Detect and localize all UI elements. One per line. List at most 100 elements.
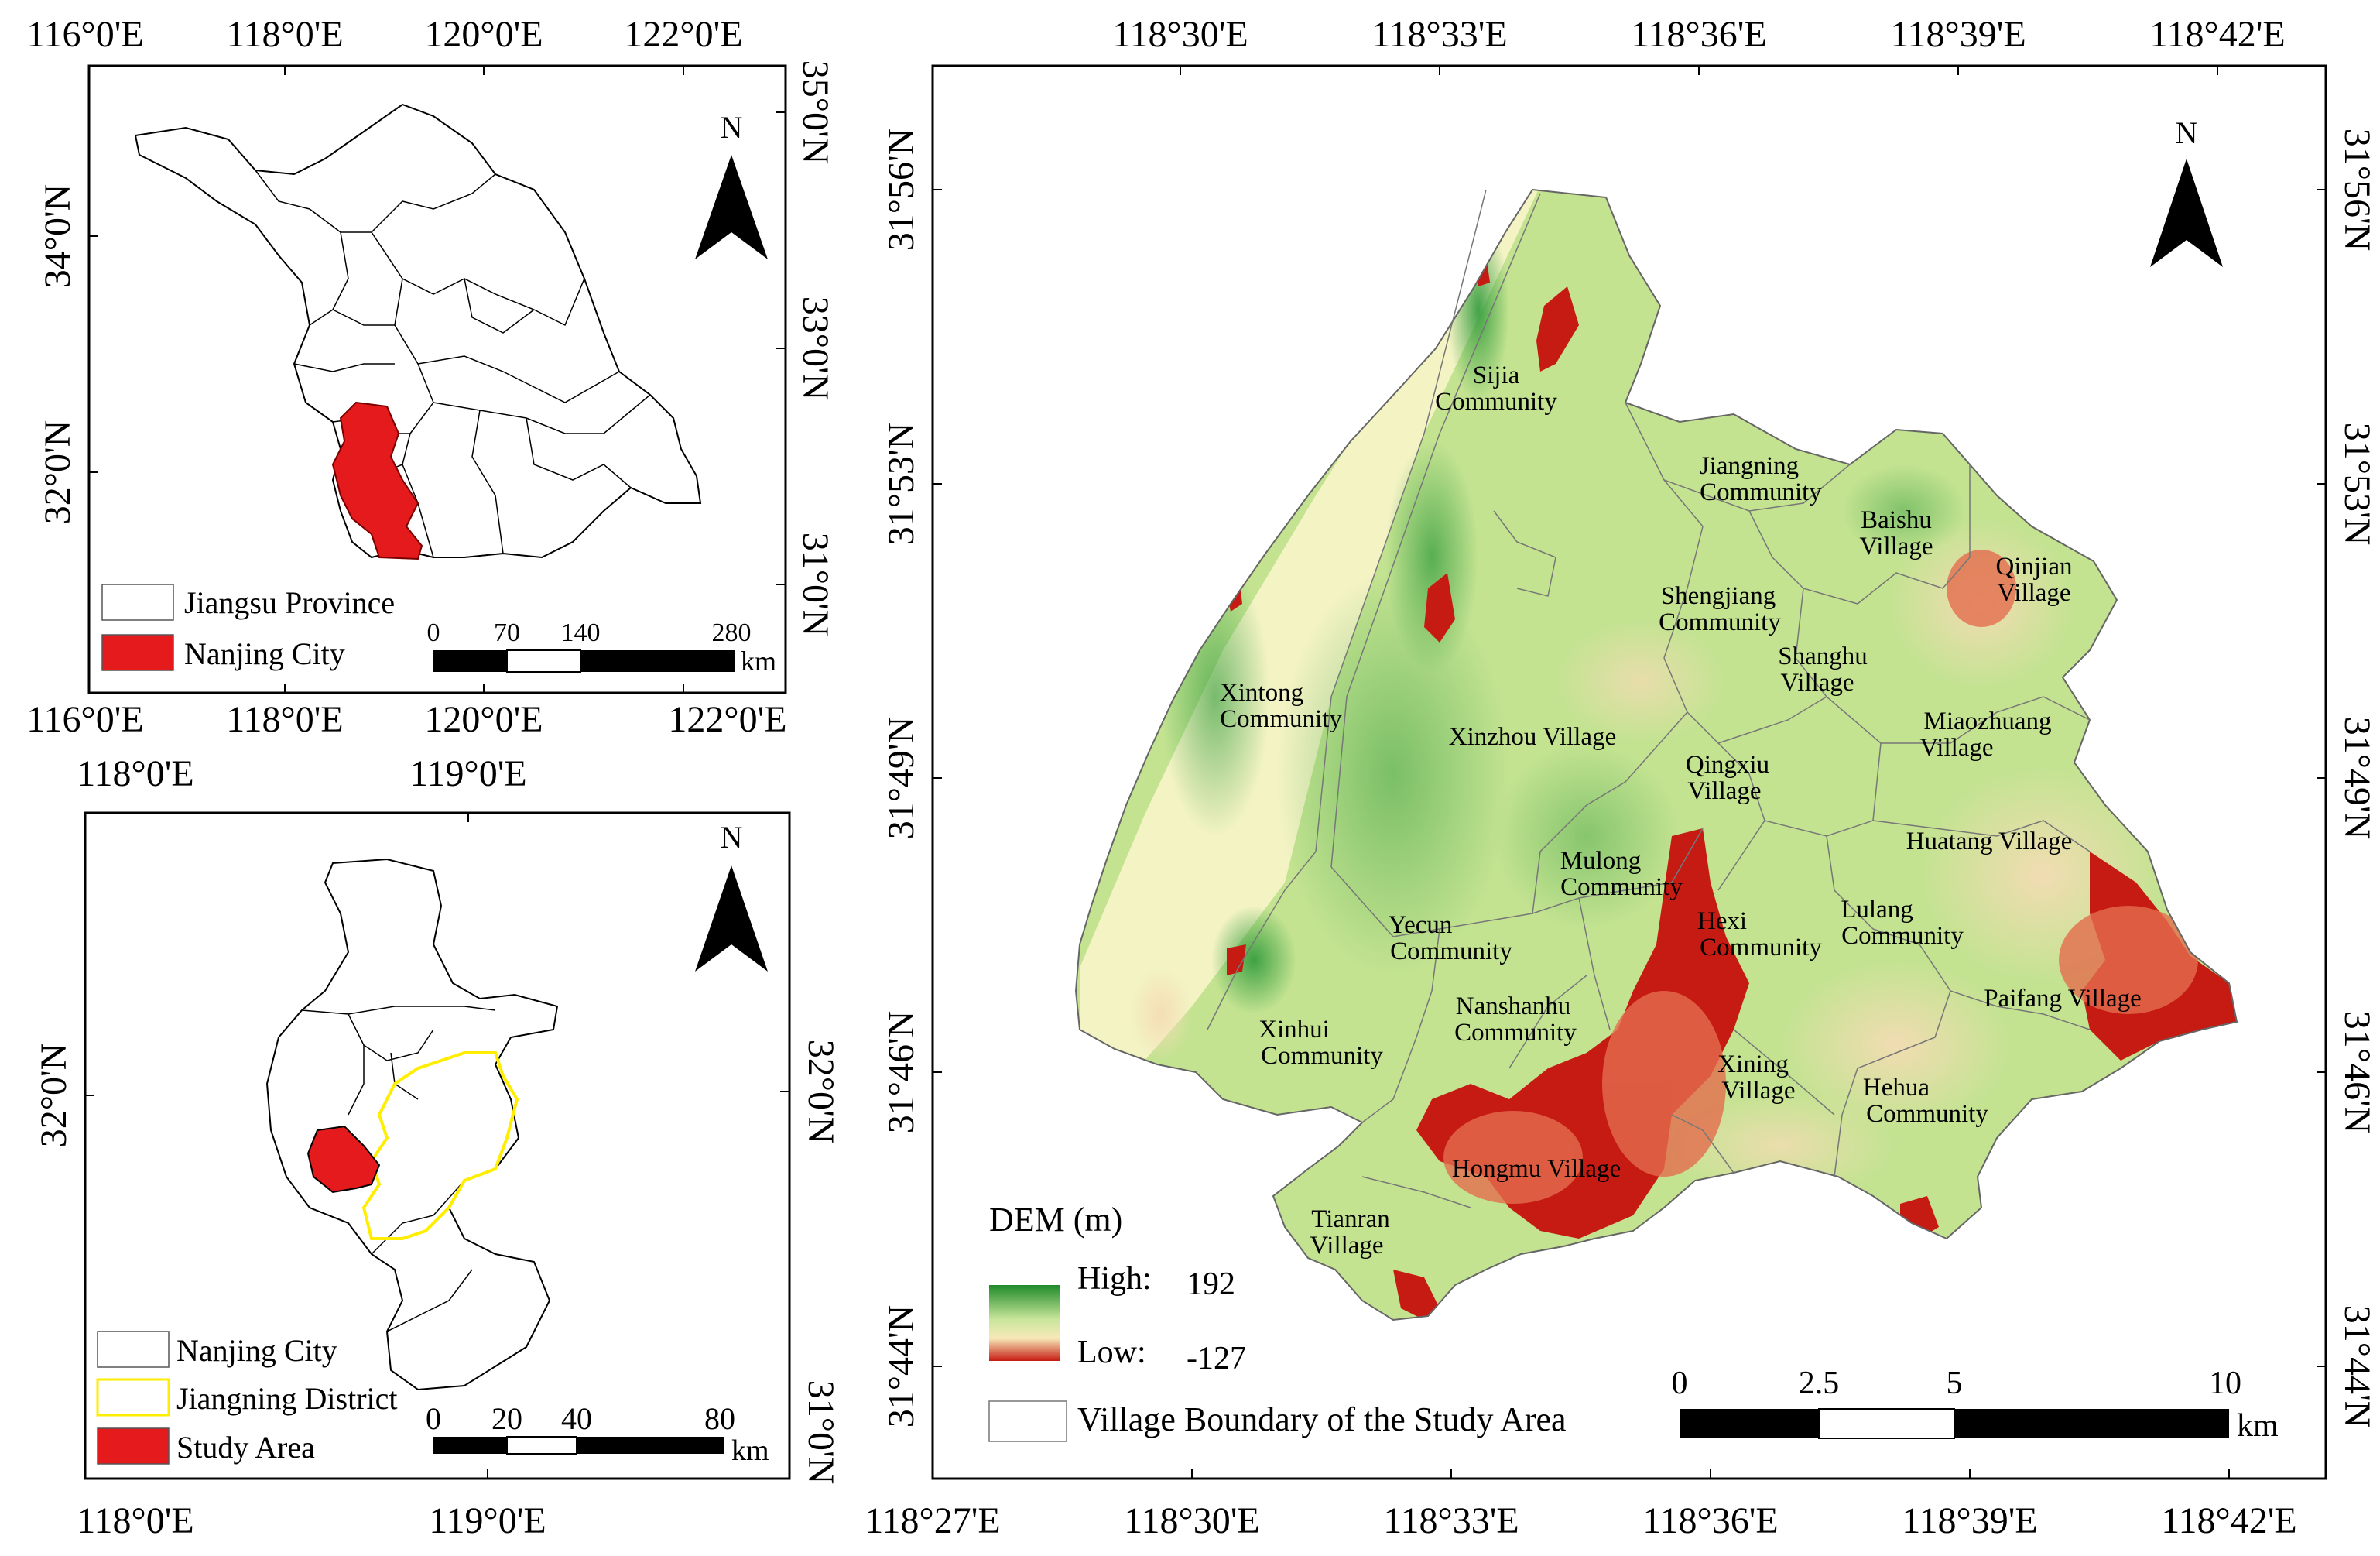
study-scale-label-0: 0 [1672,1366,1688,1401]
village-label-xintong: Xintong Community [1220,679,1342,733]
village-label-mulong: Mulong Community [1560,847,1683,901]
jiangsu-right-tick-0: 35°0'N [795,60,836,165]
dem-legend-low-value: -127 [1187,1341,1246,1376]
village-label-xining: Xining Village [1717,1050,1795,1105]
jiangsu-legend-label-1: Nanjing City [184,636,345,671]
jiangsu-bottom-tick-1: 118°0'E [226,699,343,740]
jiangsu-bottom-tick-3: 122°0'E [668,699,786,740]
nanjing-legend-label-0: Nanjing City [176,1333,337,1368]
study-area-boundary [1074,188,2238,1321]
jiangsu-scale-bar: 0 70 140 280 km [427,619,777,677]
nanjing-scale-label-2: 40 [561,1401,592,1436]
nanjing-scale-label-0: 0 [426,1401,441,1436]
jiangsu-top-tick-2: 120°0'E [424,14,543,55]
jiangsu-scale-label-1: 70 [494,619,520,647]
study-north-label: N [2176,115,2198,150]
village-label-hexi: Hexi Community [1697,907,1822,961]
nanjing-legend-label-1: Jiangning District [176,1381,398,1416]
nanjing-top-tick-0: 118°0'E [77,753,193,794]
dem-legend-high-label: High: [1077,1261,1152,1297]
jiangsu-right-tick-2: 31°0'N [795,533,836,637]
jiangsu-right-tick-1: 33°0'N [795,296,836,401]
nanjing-legend: Nanjing City Jiangning District Study Ar… [96,1331,398,1465]
study-north-arrow: N [2150,115,2223,267]
study-left-tick-4: 31°44'N [881,1305,922,1428]
jiangsu-legend-label-0: Jiangsu Province [184,585,395,620]
village-label-paifang: Paifang Village [1984,985,2142,1013]
study-scale-label-3: 10 [2209,1366,2241,1401]
study-top-tick-1: 118°33'E [1371,14,1507,55]
study-left-tick-0: 31°56'N [881,129,922,252]
jiangsu-top-tick-3: 122°0'E [624,14,742,55]
dem-legend-ramp [989,1285,1060,1361]
village-label-lulang: Lulang Community [1841,896,1964,950]
jiangsu-top-tick-1: 118°0'E [226,14,343,55]
village-label-sijia: Sijia Community [1435,362,1557,416]
village-label-qinjian: Qinjian Village [1996,553,2073,607]
jiangsu-scale-label-2: 140 [561,619,601,647]
study-left-tick-3: 31°46'N [881,1011,922,1134]
nanjing-city-highlight [331,401,423,560]
jiangsu-north-arrow: N [695,110,768,259]
village-label-qingxiu: Qingxiu Village [1686,751,1769,805]
study-bottom-tick-3: 118°36'E [1642,1500,1778,1541]
village-label-baishu: Baishu Village [1859,506,1933,560]
nanjing-left-tick-0: 32°0'N [33,1044,74,1148]
study-right-tick-0: 31°56'N [2337,129,2378,252]
dem-legend-low-label: Low: [1077,1335,1146,1370]
study-top-tick-3: 118°39'E [1890,14,2026,55]
nanjing-legend-label-2: Study Area [176,1430,315,1465]
jiangsu-map-panel: 116°0'E 118°0'E 120°0'E 122°0'E 116°0'E … [26,14,836,740]
jiangsu-province-outline [134,103,702,559]
study-bottom-tick-4: 118°39'E [1902,1500,2037,1541]
study-right-tick-1: 31°53'N [2337,423,2378,546]
nanjing-north-label: N [721,820,743,855]
nanjing-bottom-tick-1: 119°0'E [429,1500,546,1541]
jiangsu-legend: Jiangsu Province Nanjing City [101,584,395,671]
nanjing-scale-bar: 0 20 40 80 km [426,1401,769,1467]
study-right-tick-2: 31°49'N [2337,717,2378,840]
jiangning-district-outline [361,1051,519,1240]
dem-legend-high-value: 192 [1187,1266,1235,1302]
village-labels: Sijia Community Jiangning Community Baishu… [1220,362,2142,1260]
nanjing-city-outline [265,858,559,1391]
village-label-hongmu: Hongmu Village [1452,1155,1621,1183]
jiangsu-scale-unit: km [741,646,776,677]
nanjing-north-arrow: N [695,820,768,972]
nanjing-scale-label-3: 80 [704,1401,735,1436]
jiangsu-bottom-tick-2: 120°0'E [424,699,543,740]
jiangsu-left-tick-1: 32°0'N [37,420,78,525]
village-label-nanshanhu: Nanshanhu Community [1454,992,1577,1047]
nanjing-right-tick-0: 32°0'N [800,1040,841,1144]
jiangsu-bottom-tick-0: 116°0'E [26,699,143,740]
study-scale-label-1: 2.5 [1799,1366,1840,1401]
village-boundaries [1207,189,2091,1208]
dem-legend-title: DEM (m) [989,1201,1122,1239]
village-label-jiangning: Jiangning Community [1700,452,1823,506]
study-bottom-tick-5: 118°42'E [2161,1500,2296,1541]
nanjing-map-panel: 118°0'E 119°0'E 118°0'E 119°0'E 32°0'N 3… [33,753,841,1541]
study-map-panel: 118°30'E 118°33'E 118°36'E 118°39'E 118°… [865,14,2378,1541]
village-label-xinhui: Xinhui Community [1258,1016,1383,1070]
study-left-tick-2: 31°49'N [881,717,922,840]
study-right-tick-4: 31°44'N [2337,1305,2378,1428]
study-right-tick-3: 31°46'N [2337,1011,2378,1134]
jiangsu-scale-label-0: 0 [427,619,440,647]
jiangsu-top-tick-0: 116°0'E [26,14,143,55]
village-label-huatang: Huatang Village [1906,828,2073,855]
study-bottom-tick-0: 118°27'E [865,1500,1000,1541]
nanjing-scale-label-1: 20 [491,1401,522,1436]
study-left-tick-1: 31°53'N [881,423,922,546]
nanjing-bottom-tick-0: 118°0'E [77,1500,193,1541]
village-label-tianran: Tianran Village [1310,1205,1389,1260]
village-label-shengjiang: Shengjiang Community [1659,582,1781,636]
study-bottom-tick-1: 118°30'E [1124,1500,1259,1541]
boundary-legend-label: Village Boundary of the Study Area [1077,1400,1567,1438]
study-top-tick-2: 118°36'E [1631,14,1766,55]
village-label-hehua: Hehua Community [1863,1074,1988,1128]
river-strip [1080,190,1540,1068]
village-label-xinzhou: Xinzhou Village [1449,723,1616,751]
study-area-highlight [306,1125,381,1194]
jiangsu-scale-label-3: 280 [712,619,752,647]
